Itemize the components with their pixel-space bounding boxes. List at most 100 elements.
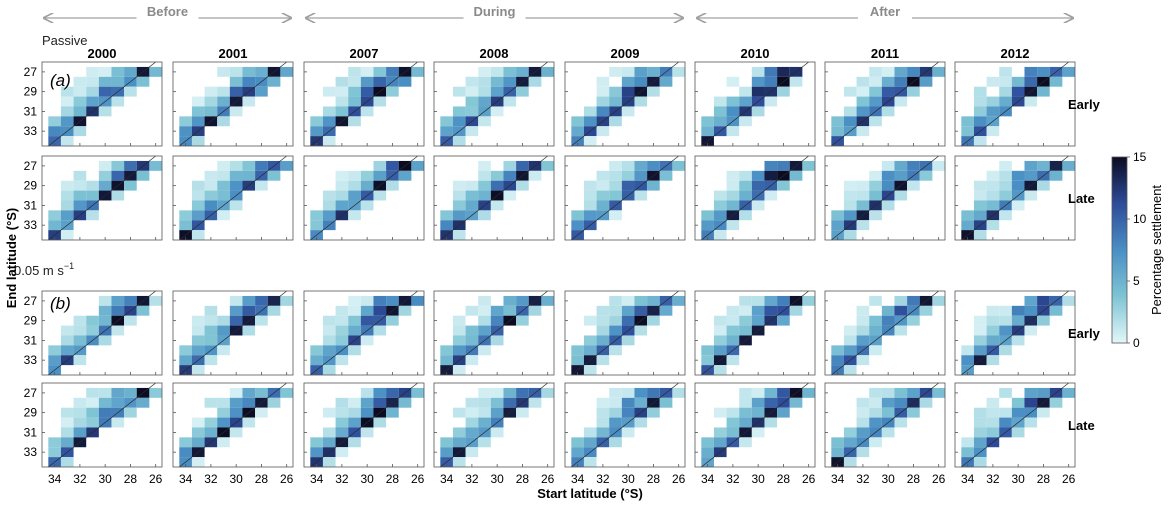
heatmap-cell xyxy=(204,335,218,346)
heatmap-cell xyxy=(609,116,622,127)
heatmap-cell xyxy=(843,427,857,438)
heatmap-cell xyxy=(894,96,908,107)
heatmap-cell xyxy=(701,116,714,127)
heatmap-cell xyxy=(217,96,230,107)
panel-2007-late xyxy=(303,382,425,468)
heatmap-cell xyxy=(255,295,268,306)
period-label-after: After xyxy=(870,4,900,19)
heatmap-cell xyxy=(98,160,112,171)
x-tick-label: 26 xyxy=(280,472,294,486)
heatmap-cell xyxy=(856,407,870,418)
heatmap-cell xyxy=(348,305,361,316)
heatmap-cell xyxy=(634,387,648,398)
heatmap-cell xyxy=(267,305,281,316)
heatmap-cell xyxy=(348,66,361,77)
period-label-during: During xyxy=(474,4,516,19)
heatmap-cell xyxy=(777,387,790,398)
heatmap-cell xyxy=(60,407,74,418)
heatmap-cell xyxy=(478,170,491,181)
heatmap-cell xyxy=(1049,397,1063,408)
heatmap-cell xyxy=(856,355,870,366)
heatmap-cell xyxy=(411,160,424,171)
heatmap-cell xyxy=(973,106,987,117)
diagonal-line xyxy=(831,382,939,468)
heatmap-cell xyxy=(843,200,857,211)
heatmap-cell xyxy=(999,417,1012,428)
heatmap-cell xyxy=(659,170,673,181)
heatmap-cell xyxy=(204,170,218,181)
heatmap-cell xyxy=(1062,387,1075,398)
heatmap-cell xyxy=(360,106,374,117)
x-tick-label: 34 xyxy=(571,472,585,486)
heatmap-cell xyxy=(149,160,162,171)
heatmap-cell xyxy=(831,126,844,137)
heatmap-cell xyxy=(843,325,857,336)
heatmap-cell xyxy=(764,417,778,428)
heatmap-cell xyxy=(647,180,660,191)
heatmap-cell xyxy=(541,160,554,171)
y-tick-label: 33 xyxy=(24,445,38,459)
heatmap-cell xyxy=(739,417,752,428)
heatmap-cell xyxy=(713,407,727,418)
heatmap-cell xyxy=(907,180,920,191)
heatmap-cell xyxy=(973,427,987,438)
heatmap-cell xyxy=(280,66,293,77)
heatmap-cell xyxy=(647,315,660,326)
heatmap-cell xyxy=(478,190,491,201)
heatmap-cell xyxy=(179,355,192,366)
heatmap-cell xyxy=(335,335,349,346)
heatmap-cell xyxy=(348,345,361,356)
panel-2000-late xyxy=(41,382,163,468)
heatmap-cell xyxy=(503,76,517,87)
heatmap-cell xyxy=(961,437,974,448)
heatmap-cell xyxy=(973,210,987,221)
heatmap-cell xyxy=(465,427,479,438)
heatmap-cell xyxy=(881,305,895,316)
heatmap-cell xyxy=(255,387,268,398)
heatmap-cell xyxy=(60,200,74,211)
heatmap-cell xyxy=(961,210,974,221)
heatmap-cell xyxy=(490,427,504,438)
heatmap-cell xyxy=(217,315,230,326)
diagonal-line xyxy=(961,155,1069,241)
heatmap-cell xyxy=(986,335,1000,346)
heatmap-cell xyxy=(111,397,125,408)
heatmap-cell xyxy=(1049,305,1063,316)
heatmap-cell xyxy=(452,345,466,356)
x-tick-label: 32 xyxy=(204,472,218,486)
heatmap-cell xyxy=(373,170,387,181)
heatmap-cell xyxy=(713,116,727,127)
heatmap-cell xyxy=(764,295,778,306)
heatmap-cell xyxy=(973,230,987,240)
heatmap-cell xyxy=(713,106,727,117)
heatmap-cell xyxy=(596,86,610,97)
heatmap-cell xyxy=(751,86,765,97)
heatmap-cell xyxy=(802,160,815,171)
year-label-2000: 2000 xyxy=(88,46,117,61)
heatmap-cell xyxy=(999,160,1012,171)
x-tick-label: 30 xyxy=(490,472,504,486)
heatmap-cell xyxy=(894,170,908,181)
heatmap-cell xyxy=(986,170,1000,181)
heatmap-cell xyxy=(98,66,112,77)
heatmap-cell xyxy=(973,190,987,201)
heatmap-cell xyxy=(478,437,491,448)
heatmap-cell xyxy=(843,437,857,448)
heatmap-cell xyxy=(503,96,517,107)
heatmap-cell xyxy=(335,397,349,408)
heatmap-cell xyxy=(373,160,387,171)
heatmap-cell xyxy=(1037,66,1050,77)
heatmap-cell xyxy=(609,160,622,171)
heatmap-cell xyxy=(856,427,870,438)
heatmap-cell xyxy=(764,96,778,107)
heatmap-cell xyxy=(255,160,268,171)
diagonal-line xyxy=(961,382,1069,468)
heatmap-cell xyxy=(621,315,635,326)
diagonal-line xyxy=(961,61,1069,147)
x-tick-label: 28 xyxy=(1037,472,1051,486)
heatmap-cell xyxy=(386,86,399,97)
heatmap-cell xyxy=(348,295,361,306)
heatmap-cell xyxy=(191,417,205,428)
panel-frame xyxy=(564,61,686,147)
heatmap-cell xyxy=(831,345,844,356)
